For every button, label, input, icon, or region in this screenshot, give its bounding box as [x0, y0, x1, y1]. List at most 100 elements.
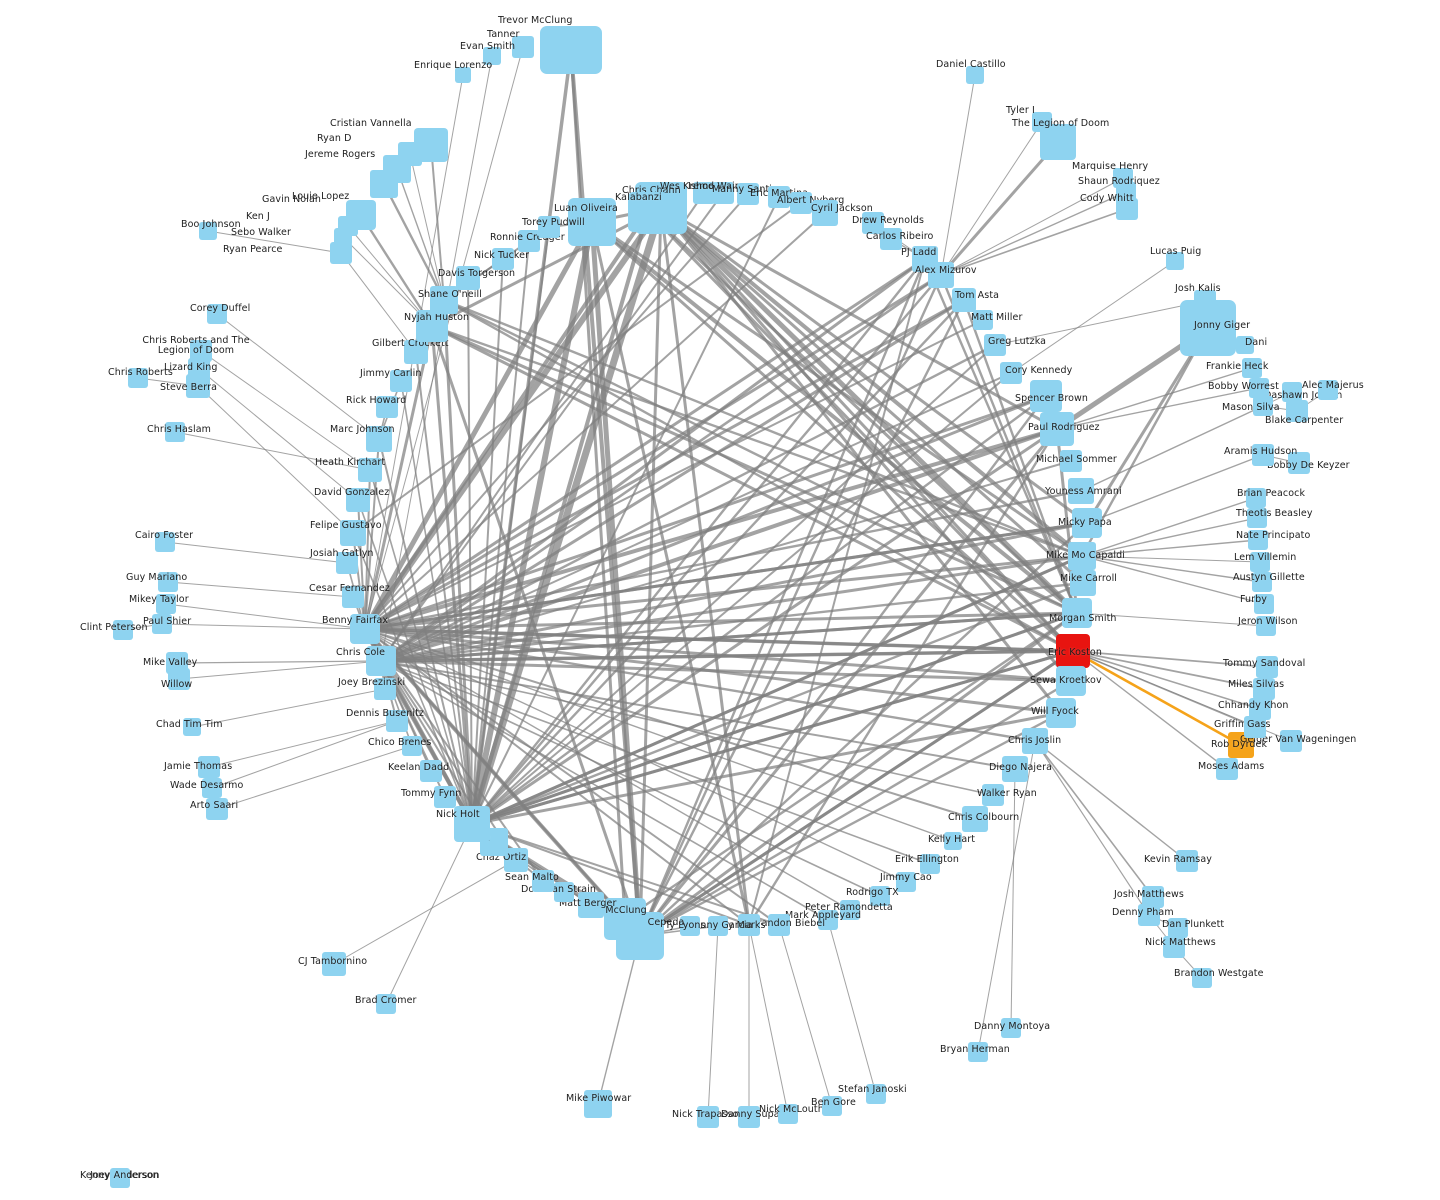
graph-node[interactable] [822, 1096, 842, 1116]
graph-node[interactable] [402, 736, 422, 756]
graph-node[interactable] [1246, 488, 1266, 508]
graph-node[interactable] [518, 230, 540, 252]
graph-node[interactable] [199, 222, 217, 240]
graph-node[interactable] [1056, 634, 1090, 668]
graph-node[interactable] [376, 396, 398, 418]
graph-node[interactable] [790, 192, 812, 214]
graph-node[interactable] [1249, 698, 1271, 720]
graph-node[interactable] [456, 266, 480, 290]
graph-node[interactable] [168, 668, 190, 690]
graph-node[interactable] [455, 67, 471, 83]
graph-node[interactable] [155, 532, 175, 552]
graph-node[interactable] [512, 36, 534, 58]
graph-node[interactable] [1252, 572, 1272, 592]
graph-node[interactable] [366, 646, 396, 676]
graph-node[interactable] [330, 242, 352, 264]
graph-node[interactable] [1138, 904, 1160, 926]
graph-node[interactable] [207, 304, 227, 324]
graph-node[interactable] [198, 756, 220, 778]
graph-node[interactable] [680, 916, 700, 936]
graph-node[interactable] [1242, 358, 1262, 378]
graph-node[interactable] [1060, 450, 1082, 472]
graph-node[interactable] [342, 586, 364, 608]
graph-node[interactable] [738, 914, 760, 936]
graph-node[interactable] [1166, 252, 1184, 270]
graph-node[interactable] [1068, 478, 1094, 504]
graph-node[interactable] [186, 374, 210, 398]
graph-node[interactable] [962, 806, 988, 832]
graph-node[interactable] [1176, 850, 1198, 872]
graph-node[interactable] [532, 870, 554, 892]
graph-node[interactable] [183, 718, 201, 736]
graph-node[interactable] [434, 786, 456, 808]
graph-node[interactable] [693, 182, 715, 204]
graph-node[interactable] [128, 368, 148, 388]
graph-node[interactable] [206, 798, 228, 820]
graph-node[interactable] [416, 310, 448, 342]
graph-node[interactable] [158, 572, 178, 592]
graph-node[interactable] [866, 1084, 886, 1104]
graph-node[interactable] [538, 216, 560, 238]
graph-node[interactable] [584, 1090, 612, 1118]
graph-node[interactable] [982, 784, 1004, 806]
graph-node[interactable] [454, 806, 490, 842]
graph-node[interactable] [738, 1106, 760, 1128]
graph-node[interactable] [818, 910, 838, 930]
graph-node[interactable] [1247, 508, 1267, 528]
graph-node[interactable] [1168, 918, 1188, 938]
graph-node[interactable] [336, 552, 358, 574]
graph-node[interactable] [968, 1042, 988, 1062]
graph-node[interactable] [1250, 552, 1270, 572]
graph-node[interactable] [1046, 698, 1076, 728]
graph-node[interactable] [737, 183, 759, 205]
graph-node[interactable] [1216, 758, 1238, 780]
graph-node[interactable] [768, 186, 790, 208]
graph-node[interactable] [366, 426, 392, 452]
graph-node[interactable] [346, 488, 370, 512]
graph-node[interactable] [896, 872, 916, 892]
graph-node[interactable] [870, 886, 890, 906]
graph-node[interactable] [778, 1104, 798, 1124]
graph-node[interactable] [190, 340, 212, 362]
graph-node[interactable] [604, 898, 646, 940]
graph-node[interactable] [1280, 730, 1302, 752]
graph-node[interactable] [628, 192, 668, 232]
graph-node[interactable] [152, 614, 172, 634]
graph-node[interactable] [370, 170, 398, 198]
graph-node[interactable] [483, 47, 501, 65]
graph-node[interactable] [404, 340, 428, 364]
graph-node[interactable] [1056, 666, 1086, 696]
graph-node[interactable] [1256, 616, 1276, 636]
graph-node[interactable] [1068, 542, 1096, 570]
graph-node[interactable] [390, 370, 412, 392]
graph-node[interactable] [1000, 362, 1022, 384]
graph-node[interactable] [112, 1168, 128, 1184]
graph-node[interactable] [334, 228, 352, 246]
graph-node[interactable] [928, 262, 954, 288]
graph-node[interactable] [1253, 396, 1273, 416]
graph-node[interactable] [1022, 728, 1048, 754]
graph-node[interactable] [1286, 400, 1308, 422]
graph-node[interactable] [1116, 198, 1138, 220]
graph-node[interactable] [430, 286, 458, 314]
graph-node[interactable] [1040, 124, 1076, 160]
graph-node[interactable] [1248, 530, 1268, 550]
graph-node[interactable] [1288, 452, 1310, 474]
graph-node[interactable] [386, 710, 408, 732]
graph-node[interactable] [712, 182, 734, 204]
graph-node[interactable] [554, 882, 574, 902]
graph-node[interactable] [540, 26, 602, 74]
graph-node[interactable] [1163, 936, 1185, 958]
graph-node[interactable] [880, 228, 902, 250]
graph-node[interactable] [1070, 570, 1096, 596]
graph-node[interactable] [1002, 756, 1028, 782]
graph-node[interactable] [840, 900, 860, 920]
graph-node[interactable] [376, 994, 396, 1014]
graph-node[interactable] [1142, 886, 1164, 908]
graph-node[interactable] [966, 66, 984, 84]
graph-node[interactable] [1194, 290, 1216, 312]
graph-node[interactable] [862, 212, 884, 234]
graph-node[interactable] [1249, 378, 1269, 398]
graph-node[interactable] [1236, 336, 1254, 354]
